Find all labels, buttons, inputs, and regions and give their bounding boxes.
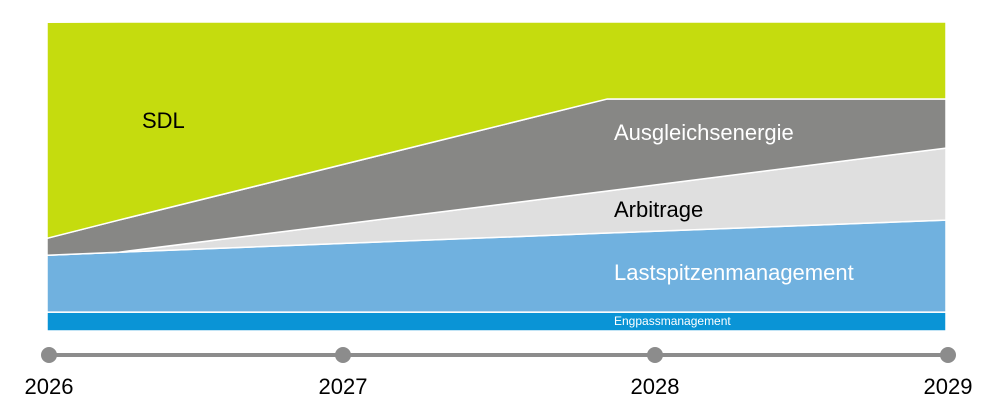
area-sdl [46, 21, 947, 240]
series-label-lastspitzenmanagement: Lastspitzenmanagement [614, 260, 854, 285]
timeline [41, 347, 956, 363]
timeline-marker-2028 [647, 347, 663, 363]
areas-group [46, 21, 947, 332]
series-label-sdl: SDL [142, 108, 185, 133]
x-tick-label-2028: 2028 [630, 374, 680, 399]
series-label-arbitrage: Arbitrage [614, 197, 704, 222]
timeline-marker-2027 [335, 347, 351, 363]
x-tick-label-2029: 2029 [923, 374, 973, 399]
timeline-marker-2029 [940, 347, 956, 363]
timeline-marker-2026 [41, 347, 57, 363]
x-tick-label-2026: 2026 [24, 374, 74, 399]
series-label-ausgleichsenergie: Ausgleichsenergie [614, 120, 794, 145]
series-label-engpassmanagement: Engpassmanagement [614, 314, 731, 328]
area-engpassmanagement [46, 311, 947, 332]
x-tick-label-2027: 2027 [318, 374, 368, 399]
